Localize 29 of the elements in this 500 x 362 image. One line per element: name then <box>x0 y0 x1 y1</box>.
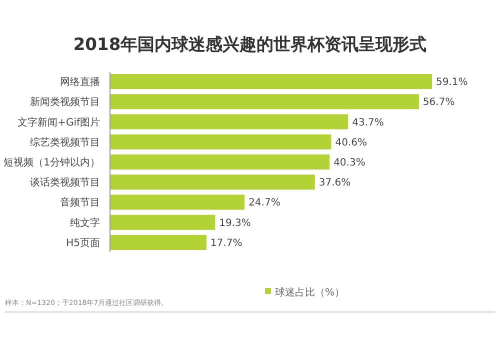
bar <box>110 114 348 130</box>
bar <box>110 134 332 150</box>
y-tick-label: 谈话类视频节目 <box>30 176 100 189</box>
data-label: 40.6% <box>335 137 367 148</box>
data-label: 17.7% <box>210 238 242 249</box>
legend-label: 球迷占比（%） <box>275 286 345 298</box>
y-tick-label: 网络直播 <box>60 76 100 88</box>
data-label: 24.7% <box>248 198 280 209</box>
bar <box>110 174 315 190</box>
bar <box>110 74 432 90</box>
data-label: 37.6% <box>318 178 351 189</box>
bar <box>110 154 330 170</box>
y-tick-label: 文字新闻+Gif图片 <box>18 116 100 128</box>
data-label: 59.1% <box>436 77 468 88</box>
y-tick-label: 音频节目 <box>60 196 100 209</box>
data-label: 43.7% <box>352 117 384 128</box>
bar <box>110 234 206 250</box>
y-tick-label: 短视频（1分钟以内） <box>4 156 100 168</box>
data-label: 40.3% <box>334 158 366 168</box>
bar <box>110 94 419 110</box>
data-label: 56.7% <box>422 97 455 108</box>
data-label: 19.3% <box>219 218 251 229</box>
bar <box>110 214 216 230</box>
chart-title: 2018年国内球迷感兴趣的世界杯资讯呈现形式 <box>73 35 427 55</box>
y-tick-label: 综艺类视频节目 <box>30 136 100 148</box>
y-tick-label: H5页面 <box>66 238 100 249</box>
y-tick-label: 新闻类视频节目 <box>30 96 100 108</box>
bar <box>110 194 245 210</box>
y-tick-label: 纯文字 <box>70 216 100 229</box>
